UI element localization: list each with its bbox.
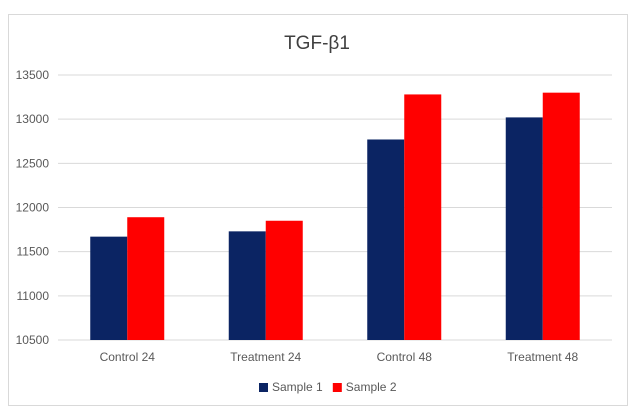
- bar: [90, 236, 128, 340]
- bars: [90, 92, 580, 341]
- bar: [542, 92, 580, 341]
- bar: [127, 217, 165, 340]
- x-tick-label: Control 48: [377, 350, 433, 364]
- bar: [228, 231, 266, 340]
- chart-title: TGF-β1: [284, 33, 350, 54]
- y-axis: 10500 11000 11500 12000 12500 13000 13500: [16, 68, 50, 347]
- y-tick-label: 11000: [17, 289, 50, 303]
- x-tick-label: Treatment 24: [230, 350, 301, 364]
- bar: [404, 94, 442, 340]
- x-tick-label: Treatment 48: [507, 350, 578, 364]
- legend-label: Sample 2: [346, 380, 397, 394]
- legend-swatch: [332, 383, 342, 392]
- legend-label: Sample 1: [272, 380, 323, 394]
- y-tick-label: 12000: [16, 201, 50, 215]
- bar: [505, 117, 543, 341]
- x-tick-label: Control 24: [100, 350, 156, 364]
- legend: Sample 1 Sample 2: [259, 380, 397, 394]
- bar: [367, 139, 405, 340]
- y-tick-label: 13500: [16, 68, 50, 82]
- legend-swatch: [259, 383, 268, 392]
- y-tick-label: 12500: [16, 156, 50, 170]
- y-tick-label: 11500: [17, 245, 50, 259]
- bar: [265, 220, 303, 340]
- y-tick-label: 13000: [16, 112, 50, 126]
- y-tick-label: 10500: [16, 333, 50, 347]
- x-axis: Control 24 Treatment 24 Control 48 Treatmen…: [100, 350, 579, 364]
